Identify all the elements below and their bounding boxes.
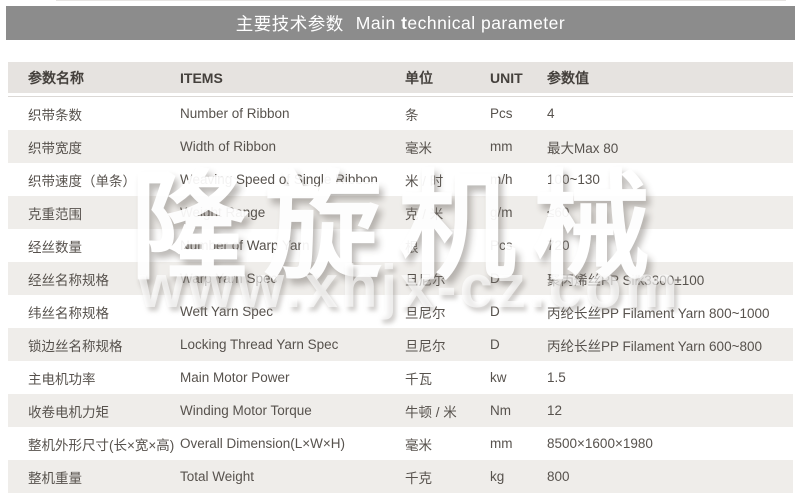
param-name-cn: 经丝数量 [28,239,82,255]
table-row: 整机外形尺寸(长×宽×高) Overall Dimension(L×W×H) 毫… [8,427,793,460]
header-items: ITEMS [180,69,223,86]
param-value: 12 [547,403,563,418]
header-param-name-cn: 参数名称 [28,69,84,86]
param-value: 100~130 [547,172,600,187]
unit-en: Nm [490,403,511,418]
unit-en: mm [490,139,513,154]
param-value: 丙纶长丝PP Filament Yarn 600~800 [547,338,762,354]
param-item-en: Weaving Speed of Single Ribbon [180,172,378,187]
param-name-cn: 织带宽度 [28,140,82,156]
unit-en: Pcs [490,238,513,253]
param-value: 聚丙烯丝PP Silk3300±100 [547,272,705,288]
param-name-cn: 经丝名称规格 [28,272,109,288]
param-name-cn: 织带速度（单条） [28,173,136,189]
unit-en: m/h [490,172,513,187]
spec-table: 参数名称 ITEMS 单位 UNIT 参数值 织带条数 Number of Ri… [8,62,793,493]
param-item-en: Weight Range [180,205,266,220]
param-item-en: Number of Ribbon [180,106,290,121]
page-title-en: Main technical parameter [355,12,566,33]
unit-cn: 克 / 米 [405,206,444,222]
param-name-cn: 锁边丝名称规格 [28,338,123,354]
param-value: 720 [547,238,570,253]
unit-cn: 旦尼尔 [405,272,446,288]
param-name-cn: 织带条数 [28,107,82,123]
unit-en: kw [490,370,507,385]
param-item-en: Warp Yarn Spec [180,271,278,286]
header-divider [8,96,793,97]
param-value: 4 [547,106,555,121]
table-row: 锁边丝名称规格 Locking Thread Yarn Spec 旦尼尔 D 丙… [8,328,793,361]
unit-cn: 毫米 [405,437,432,453]
unit-cn: 旦尼尔 [405,338,446,354]
unit-cn: 千瓦 [405,371,432,387]
table-header-row: 参数名称 ITEMS 单位 UNIT 参数值 [8,62,793,93]
param-item-en: Total Weight [180,469,255,484]
param-name-cn: 克重范围 [28,206,82,222]
unit-cn: 牛顿 / 米 [405,404,457,420]
param-value: 8500×1600×1980 [547,436,653,451]
unit-cn: 旦尼尔 [405,305,446,321]
param-item-en: Overall Dimension(L×W×H) [180,436,346,451]
unit-en: D [490,271,500,286]
param-item-en: Width of Ribbon [180,139,277,154]
param-name-cn: 纬丝名称规格 [28,305,109,321]
table-row: 经丝名称规格 Warp Yarn Spec 旦尼尔 D 聚丙烯丝PP Silk3… [8,262,793,295]
param-item-en: Weft Yarn Spec [180,304,274,319]
page-title: 主要技术参数 Main technical parameter [6,6,795,40]
param-value: 1.5 [547,370,566,385]
unit-cn: 根 [405,239,419,255]
param-name-cn: 主电机功率 [28,371,96,387]
unit-en: D [490,337,500,352]
param-item-en: Main Motor Power [180,370,290,385]
unit-en: D [490,304,500,319]
param-value: 最大Max 80 [547,140,619,156]
table-row: 织带条数 Number of Ribbon 条 Pcs 4 [8,97,793,130]
param-item-en: Number of Warp Yarn [180,238,310,253]
header-param-value: 参数值 [547,69,589,86]
unit-cn: 米 / 时 [405,173,444,189]
unit-en: g/m [490,205,513,220]
unit-cn: 千克 [405,470,432,486]
table-row: 主电机功率 Main Motor Power 千瓦 kw 1.5 [8,361,793,394]
param-value: ≤60 [547,205,570,220]
table-row: 收卷电机力矩 Winding Motor Torque 牛顿 / 米 Nm 12 [8,394,793,427]
table-row: 织带宽度 Width of Ribbon 毫米 mm 最大Max 80 [8,130,793,163]
table-row: 纬丝名称规格 Weft Yarn Spec 旦尼尔 D 丙纶长丝PP Filam… [8,295,793,328]
unit-en: Pcs [490,106,513,121]
table-row: 经丝数量 Number of Warp Yarn 根 Pcs 720 [8,229,793,262]
unit-cn: 毫米 [405,140,432,156]
unit-cn: 条 [405,107,419,123]
param-value: 800 [547,469,570,484]
param-value: 丙纶长丝PP Filament Yarn 800~1000 [547,305,770,321]
header-unit-en: UNIT [490,69,523,86]
unit-en: mm [490,436,513,451]
param-item-en: Winding Motor Torque [180,403,312,418]
page-title-cn: 主要技术参数 [235,13,344,34]
table-row: 克重范围 Weight Range 克 / 米 g/m ≤60 [8,196,793,229]
param-name-cn: 整机重量 [28,470,82,486]
table-row: 整机重量 Total Weight 千克 kg 800 [8,460,793,493]
table-row: 织带速度（单条） Weaving Speed of Single Ribbon … [8,163,793,196]
header-unit-cn: 单位 [405,69,433,86]
table-body: 织带条数 Number of Ribbon 条 Pcs 4 织带宽度 Width… [8,97,793,493]
param-name-cn: 收卷电机力矩 [28,404,109,420]
param-item-en: Locking Thread Yarn Spec [180,337,339,352]
top-divider [56,0,786,1]
param-name-cn: 整机外形尺寸(长×宽×高) [28,437,175,453]
unit-en: kg [490,469,505,484]
